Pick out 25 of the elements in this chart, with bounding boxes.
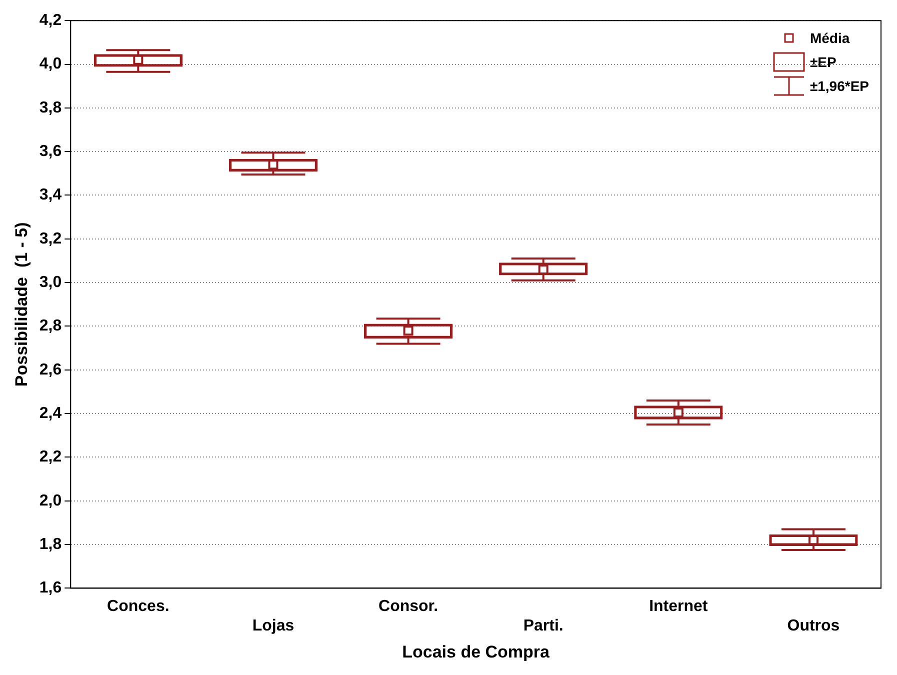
y-tick-label: 4,2 [39,12,62,30]
y-tick-label: 1,6 [39,580,62,597]
x-tick-label: Lojas [252,617,294,634]
y-tick-label: 3,2 [39,230,62,248]
y-tick-label: 2,2 [39,448,62,466]
y-tick-label: 2,8 [39,318,62,335]
y-tick-label: 3,0 [39,274,62,291]
x-tick-label: Internet [649,598,708,616]
y-tick-label: 3,8 [39,99,62,116]
y-tick-label: 2,6 [39,361,62,378]
x-tick-label: Outros [787,617,840,634]
annotation: ±EP [810,54,836,70]
y-tick-label: 3,6 [39,142,62,160]
y-tick-label: 1,8 [39,536,62,553]
annotation: Média [810,30,850,46]
x-tick-label: Conces. [107,598,170,616]
x-tick-label: Parti. [523,617,564,634]
y-tick-label: 2,0 [39,492,62,510]
y-tick-label: 3,4 [39,186,62,204]
x-tick-label: Consor. [378,598,438,616]
annotation: ±1,96*EP [810,78,869,94]
x-axis-title: Locais de Compra [402,642,550,662]
y-axis-title: Possibilidade (1 - 5) [12,222,31,387]
y-tick-label: 2,4 [39,404,62,422]
y-tick-label: 4,0 [39,56,62,73]
